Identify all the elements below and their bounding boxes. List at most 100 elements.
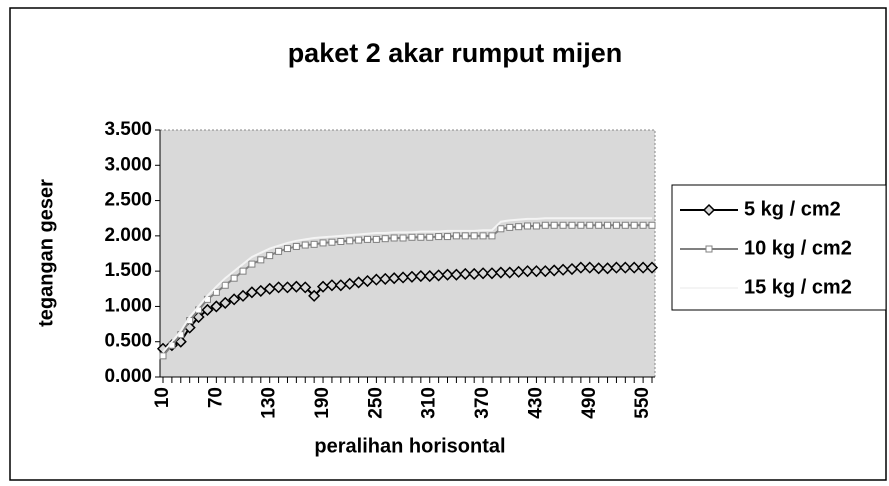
x-tick-label: 10 [152, 387, 173, 408]
marker [228, 293, 241, 306]
marker [630, 221, 638, 229]
marker [272, 281, 285, 294]
marker [292, 242, 300, 250]
marker [219, 296, 232, 309]
marker [370, 273, 383, 286]
marker [539, 265, 552, 278]
marker [503, 266, 516, 279]
marker [548, 264, 561, 277]
marker [450, 268, 463, 281]
marker [290, 280, 303, 293]
marker [381, 235, 389, 243]
marker [610, 261, 623, 274]
marker [417, 233, 425, 241]
marker [363, 235, 371, 243]
marker [388, 272, 401, 285]
legend-label: 5 kg / cm2 [744, 198, 841, 220]
marker [301, 241, 309, 249]
marker [530, 265, 543, 278]
marker [639, 221, 647, 229]
marker [497, 225, 505, 233]
plot-area [159, 129, 656, 378]
x-tick-label: 70 [205, 387, 226, 408]
marker [574, 261, 587, 274]
marker [468, 267, 481, 281]
marker [390, 234, 398, 242]
marker [319, 239, 327, 247]
marker [310, 240, 318, 248]
marker [159, 352, 167, 360]
marker [399, 234, 407, 242]
marker [325, 279, 338, 292]
marker [372, 235, 380, 243]
marker [201, 303, 214, 317]
y-tick-label: 0.000 [104, 366, 152, 387]
marker [702, 203, 716, 217]
x-tick-label: 190 [312, 387, 333, 419]
marker [512, 265, 525, 278]
marker [604, 221, 612, 229]
y-tick-label: 2.000 [104, 225, 152, 246]
x-tick-label: 310 [419, 387, 440, 419]
marker [435, 233, 443, 241]
marker [648, 221, 656, 229]
marker [396, 271, 410, 284]
marker [586, 221, 594, 229]
y-tick-label: 2.500 [104, 190, 152, 211]
marker [281, 281, 294, 294]
marker [557, 263, 570, 276]
legend-label: 10 kg / cm2 [744, 237, 852, 259]
marker [275, 247, 283, 255]
marker [423, 270, 436, 283]
x-tick-label: 250 [365, 387, 386, 419]
x-tick-label: 370 [472, 387, 493, 419]
marker [461, 232, 469, 240]
marker [619, 261, 632, 274]
y-axis-label: tegangan geser [35, 179, 57, 327]
marker [532, 222, 540, 230]
marker [441, 268, 454, 281]
marker [405, 270, 419, 283]
marker [515, 223, 523, 231]
marker [628, 261, 641, 274]
marker [346, 237, 354, 245]
marker [479, 232, 487, 240]
marker [577, 221, 585, 229]
marker [444, 233, 452, 241]
marker [592, 262, 605, 275]
marker [248, 260, 256, 268]
marker [488, 232, 496, 240]
x-tick-label: 130 [259, 387, 280, 419]
y-tick-label: 3.000 [104, 154, 152, 175]
marker [452, 232, 460, 240]
marker [559, 221, 567, 229]
marker [705, 245, 713, 253]
x-tick-label: 430 [525, 387, 546, 419]
marker [308, 289, 321, 302]
marker [299, 281, 312, 294]
marker [524, 222, 532, 230]
marker [470, 232, 478, 240]
marker [494, 266, 507, 279]
marker [432, 269, 445, 282]
marker [595, 221, 603, 229]
marker [601, 262, 614, 275]
y-tick-label: 1.500 [104, 260, 152, 281]
marker [230, 274, 238, 282]
marker [506, 223, 514, 231]
marker [521, 265, 534, 278]
y-tick-label: 0.500 [104, 331, 152, 352]
marker [637, 261, 650, 274]
x-tick-label: 550 [632, 387, 653, 419]
marker [485, 267, 499, 280]
marker [266, 252, 274, 260]
marker [645, 261, 659, 274]
marker [355, 236, 363, 244]
marker [477, 267, 490, 280]
legend-label: 15 kg / cm2 [744, 276, 852, 298]
marker [257, 256, 265, 264]
y-tick-label: 1.000 [104, 295, 152, 316]
marker [328, 238, 336, 246]
marker [550, 221, 558, 229]
y-tick-label: 3.500 [104, 119, 152, 140]
